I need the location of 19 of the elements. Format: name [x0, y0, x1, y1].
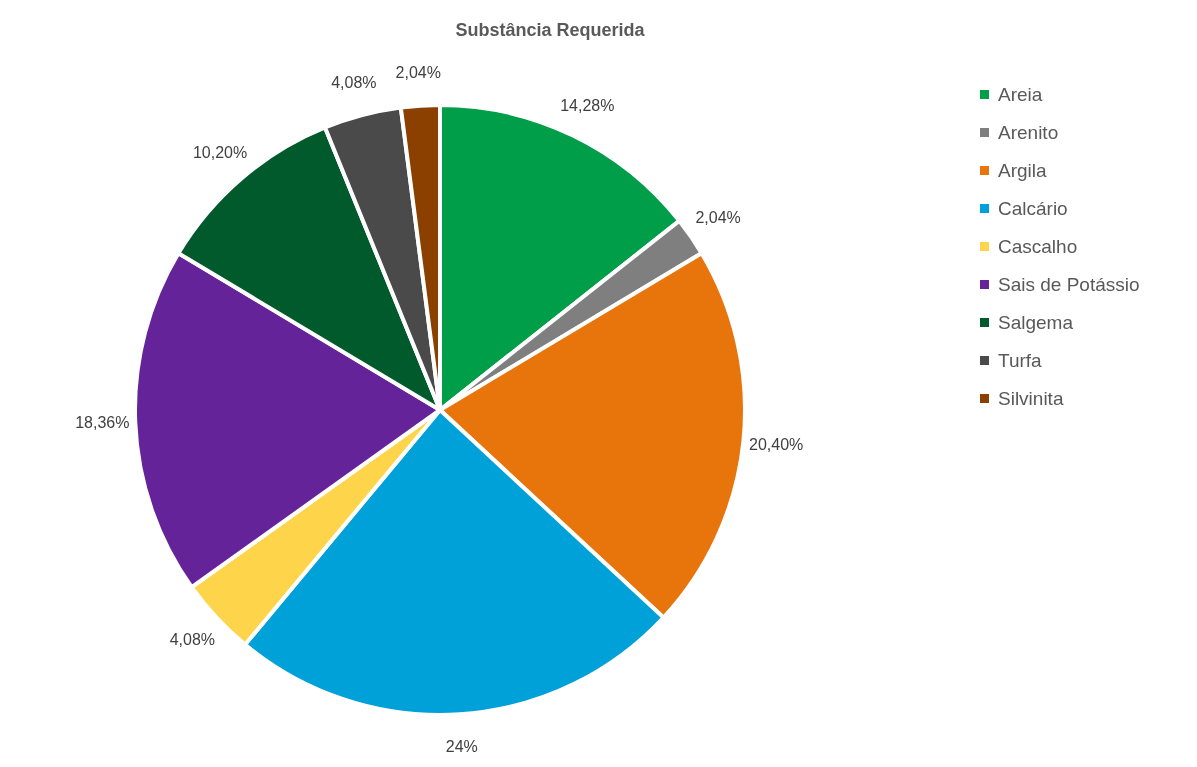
legend-label: Calcário [998, 197, 1068, 219]
legend-label: Turfa [998, 349, 1043, 371]
data-label: 10,20% [192, 144, 248, 162]
data-label: 2,04% [395, 63, 441, 81]
legend-label: Areia [998, 83, 1043, 105]
data-label: 20,40% [749, 436, 804, 454]
data-label: 18,36% [75, 414, 130, 432]
legend-label: Silvinita [998, 387, 1064, 409]
legend-label: Cascalho [998, 235, 1078, 257]
legend-label: Arenito [998, 121, 1059, 143]
data-label: 4,08% [169, 631, 216, 649]
chart-title: Substância Requerida [455, 19, 646, 40]
data-label: 14,28% [560, 96, 615, 114]
data-label: 24% [445, 738, 478, 756]
legend-label: Sais de Potássio [998, 273, 1140, 295]
data-label: 4,08% [331, 74, 377, 92]
legend-label: Salgema [998, 311, 1074, 333]
legend-label: Argila [998, 159, 1048, 181]
data-label: 2,04% [695, 208, 741, 226]
